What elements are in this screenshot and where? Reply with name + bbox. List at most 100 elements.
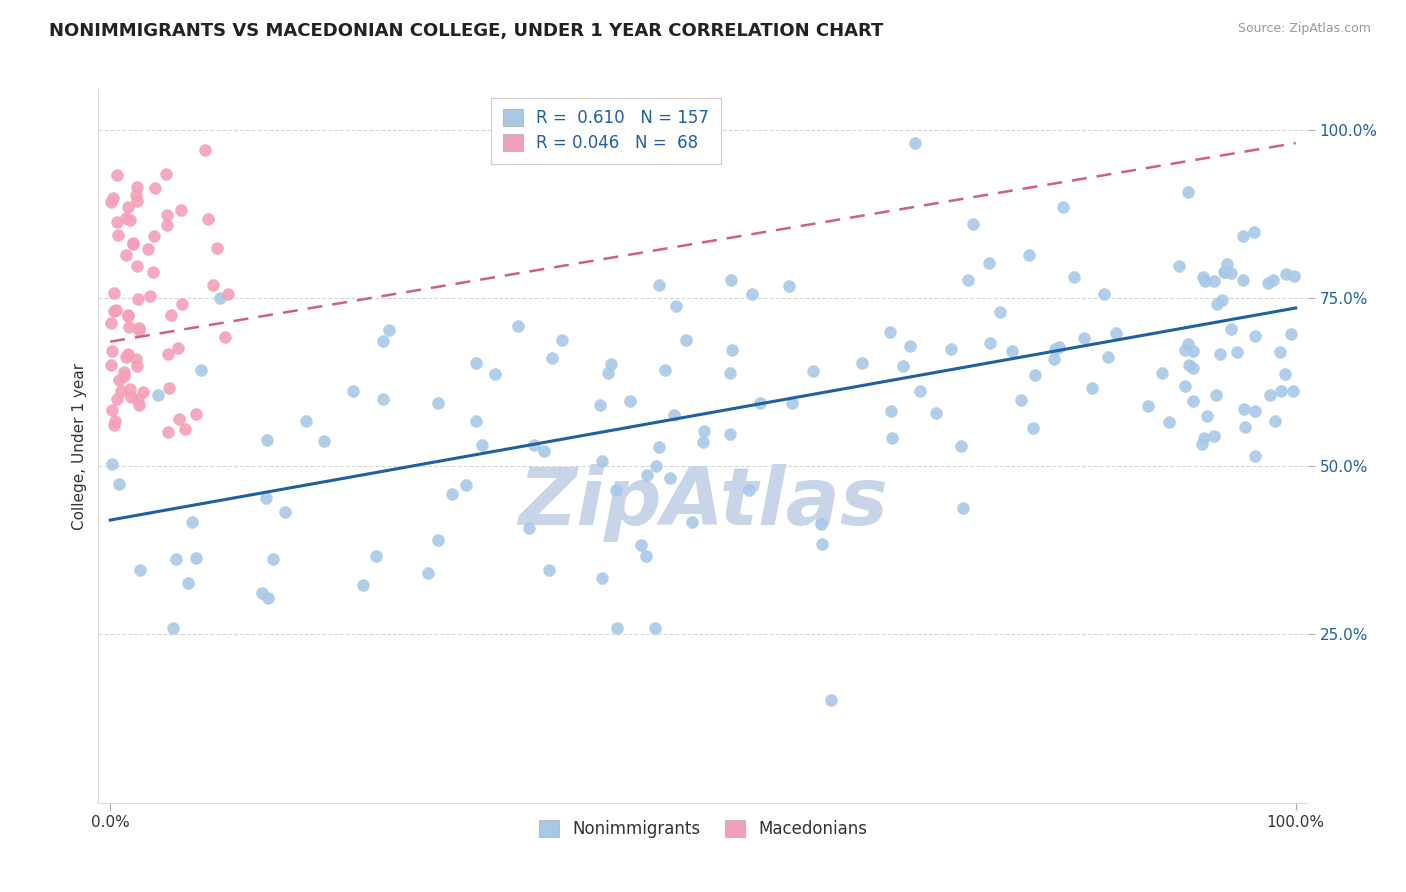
Point [778,278,800,293]
Point [648,277,671,292]
Point [125,352,148,367]
Point [648,440,671,454]
Point [125,194,148,208]
Point [1257,277,1279,291]
Point [1024,368,1046,383]
Point [1011,392,1033,407]
Point [1174,379,1197,393]
Point [893,359,915,374]
Point [1152,366,1174,380]
Point [1206,297,1229,311]
Point [820,693,842,707]
Point [112,365,135,379]
Point [851,356,873,370]
Point [654,363,676,377]
Point [101,191,124,205]
Point [956,273,979,287]
Point [606,621,628,635]
Point [101,403,124,417]
Point [1168,259,1191,273]
Point [879,325,901,339]
Point [378,323,401,337]
Point [166,341,188,355]
Point [295,414,318,428]
Point [101,457,124,471]
Point [1216,257,1239,271]
Point [250,585,273,599]
Point [749,396,772,410]
Point [122,237,145,252]
Point [136,242,159,256]
Point [1274,267,1296,281]
Point [1092,286,1115,301]
Point [101,343,124,358]
Point [659,471,682,485]
Point [1268,345,1291,359]
Point [207,242,229,256]
Point [979,336,1001,351]
Point [506,318,529,333]
Point [1182,360,1205,375]
Point [143,180,166,194]
Point [1043,351,1066,366]
Point [440,486,463,500]
Point [517,521,540,535]
Point [801,364,824,378]
Point [427,533,450,548]
Point [600,357,623,371]
Point [1052,200,1074,214]
Point [1174,343,1197,357]
Point [127,259,149,273]
Point [681,515,703,529]
Point [177,575,200,590]
Point [484,367,506,381]
Point [104,414,127,428]
Point [720,273,742,287]
Point [471,438,494,452]
Point [636,549,658,564]
Point [1232,273,1254,287]
Point [1181,344,1204,359]
Point [342,384,364,398]
Point [105,392,128,406]
Point [208,291,231,305]
Point [128,321,150,335]
Point [114,351,136,365]
Point [118,212,141,227]
Point [190,363,212,377]
Point [117,347,139,361]
Point [117,308,139,322]
Point [194,143,217,157]
Point [165,552,187,566]
Point [924,406,946,420]
Point [551,333,574,347]
Point [418,566,440,580]
Point [156,347,179,361]
Point [117,310,139,324]
Point [1204,429,1226,443]
Point [170,297,193,311]
Point [127,392,149,407]
Point [1234,420,1257,434]
Point [692,435,714,450]
Point [139,289,162,303]
Point [718,426,741,441]
Point [181,516,204,530]
Point [1181,394,1204,409]
Point [1211,293,1233,307]
Point [1194,274,1216,288]
Point [465,414,488,428]
Point [1261,273,1284,287]
Point [107,477,129,491]
Point [962,218,984,232]
Point [675,333,697,347]
Point [898,339,921,353]
Point [1244,450,1267,464]
Point [908,384,931,399]
Point [103,417,125,432]
Point [128,398,150,412]
Legend: Nonimmigrants, Macedonians: Nonimmigrants, Macedonians [531,813,875,845]
Point [1270,384,1292,398]
Point [142,264,165,278]
Point [988,305,1011,319]
